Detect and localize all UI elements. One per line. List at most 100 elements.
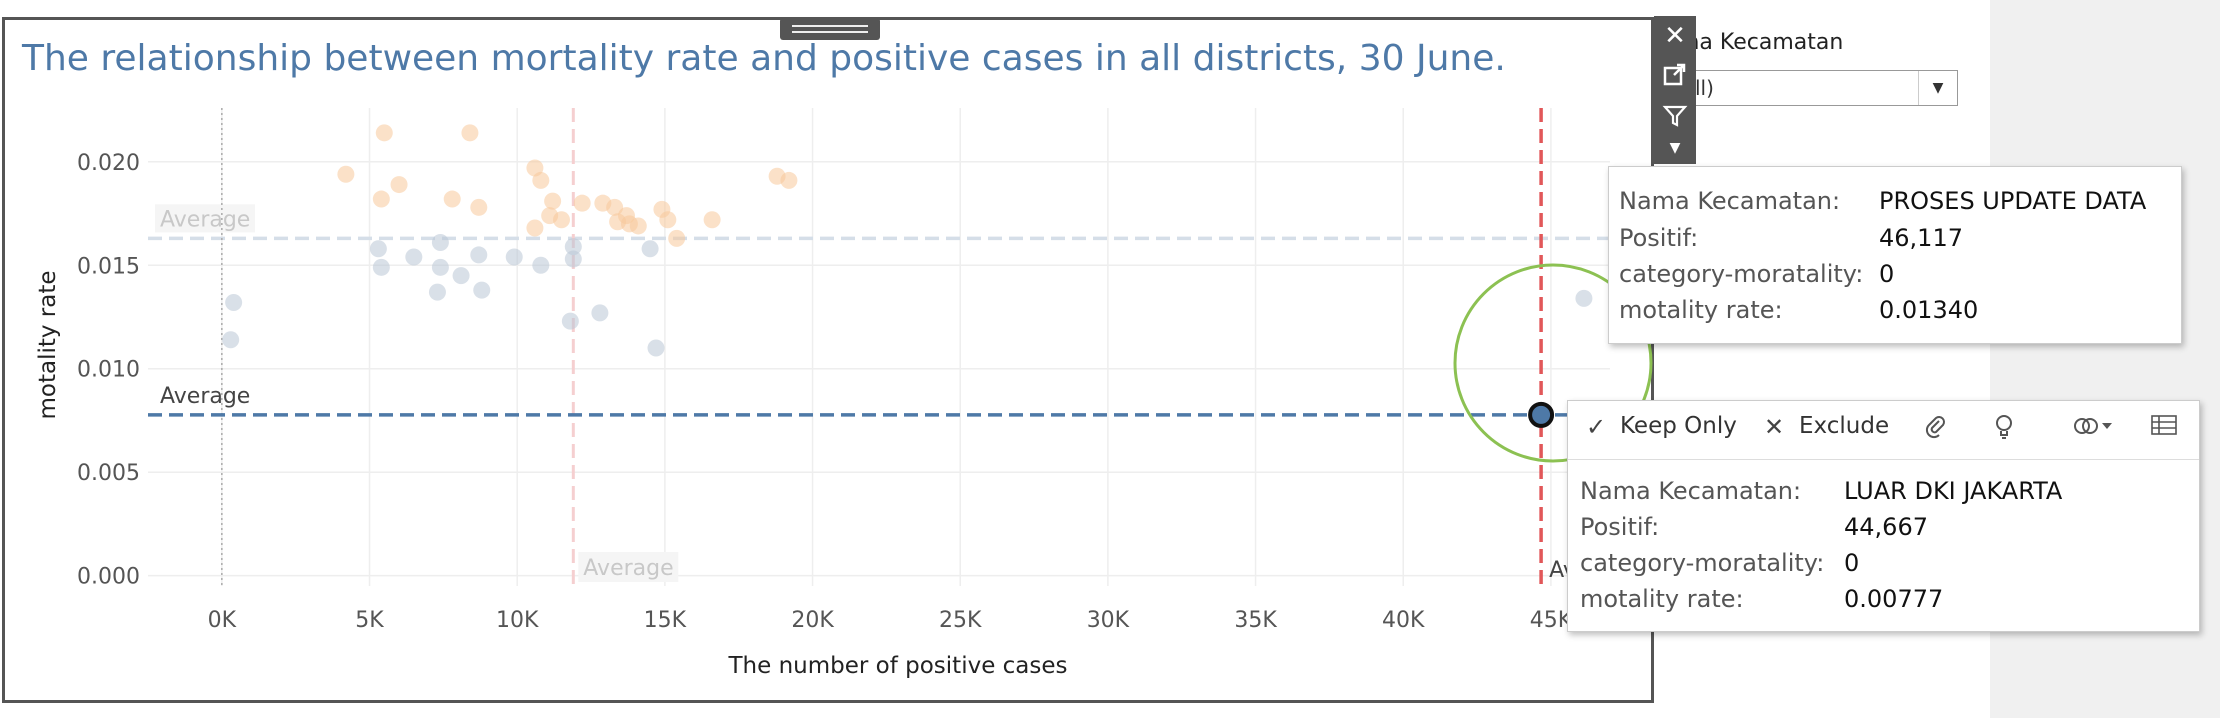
tooltip-key: Nama Kecamatan:	[1619, 187, 1841, 215]
x-tick-label: 20K	[791, 608, 834, 633]
tooltip-key: motality rate:	[1580, 585, 1744, 613]
filter-icon[interactable]	[1654, 96, 1696, 136]
data-point	[390, 176, 408, 194]
x-tick-label: 45K	[1530, 608, 1573, 633]
x-tick-label: 30K	[1087, 608, 1130, 633]
selected-data-point	[1528, 401, 1555, 428]
data-point	[470, 246, 488, 264]
tooltip-value: 0.01340	[1879, 296, 1979, 324]
reference-label: Average	[583, 556, 673, 581]
highlight-ring	[1453, 263, 1653, 463]
y-tick-label: 0.000	[77, 565, 140, 590]
y-axis-title: motality rate	[35, 270, 61, 419]
data-point	[222, 331, 240, 349]
tooltip-key: Nama Kecamatan:	[1580, 477, 1802, 505]
data-point	[452, 267, 470, 285]
data-point	[647, 339, 665, 357]
tooltip-value: LUAR DKI JAKARTA	[1844, 477, 2063, 505]
data-point	[443, 190, 461, 208]
view-data-icon[interactable]	[2150, 413, 2178, 443]
x-axis-title: The number of positive cases	[727, 653, 1067, 679]
chevron-down-icon[interactable]: ▼	[1918, 71, 1957, 105]
x-tick-label: 40K	[1382, 608, 1425, 633]
data-point	[470, 198, 488, 216]
data-point	[532, 256, 550, 274]
filter-select-value: ll)	[1695, 76, 1714, 100]
reference-label: Average	[160, 384, 250, 409]
data-point	[431, 234, 449, 252]
reference-label: Average	[160, 207, 250, 232]
data-point	[532, 171, 550, 189]
tooltip-value: PROSES UPDATE DATA	[1879, 187, 2147, 215]
data-point	[428, 283, 446, 301]
reference-label-bg	[578, 552, 679, 582]
tooltip-hover: Nama Kecamatan: PROSES UPDATE DATA Posit…	[1608, 166, 2182, 344]
tooltip-selection: ✓ Keep Only ✕ Exclude Nama Kecamatan: LU…	[1567, 400, 2200, 632]
data-point	[405, 248, 423, 266]
data-point	[337, 165, 355, 183]
popout-icon[interactable]	[1654, 54, 1696, 94]
y-tick-label: 0.015	[77, 254, 140, 279]
group-icon[interactable]	[2072, 413, 2116, 445]
drag-handle[interactable]	[780, 18, 880, 40]
x-tick-label: 35K	[1234, 608, 1277, 633]
lightbulb-icon[interactable]	[1993, 413, 2015, 447]
tooltip-value: 0.00777	[1844, 585, 1944, 613]
data-point	[564, 238, 582, 256]
plot-area	[148, 108, 1610, 586]
data-point	[668, 229, 686, 247]
x-tick-label: 15K	[644, 608, 687, 633]
x-tick-label: 25K	[939, 608, 982, 633]
data-point	[225, 294, 243, 312]
check-icon[interactable]: ✓	[1586, 413, 1607, 441]
y-tick-label: 0.010	[77, 358, 140, 383]
tooltip-value: 0	[1844, 549, 1860, 577]
tooltip-key: category-moratality:	[1580, 549, 1825, 577]
x-tick-label: 5K	[355, 608, 384, 633]
y-tick-label: 0.020	[77, 151, 140, 176]
exclude-button[interactable]: Exclude	[1799, 413, 1890, 439]
tooltip-value: 0	[1879, 260, 1895, 288]
exclude-icon[interactable]: ✕	[1764, 413, 1785, 441]
data-point	[431, 258, 449, 276]
data-point	[473, 281, 491, 299]
data-point	[461, 124, 479, 142]
data-point	[1575, 289, 1593, 307]
close-icon[interactable]: ✕	[1664, 21, 1686, 51]
data-point	[591, 304, 609, 322]
data-point	[564, 250, 582, 268]
action-bar: ✓ Keep Only ✕ Exclude	[1568, 401, 2199, 460]
paperclip-icon[interactable]	[1924, 413, 1946, 445]
data-point	[629, 217, 647, 235]
tooltip-key: Positif:	[1619, 224, 1699, 252]
tooltip-key: motality rate:	[1619, 296, 1783, 324]
tooltip-key: category-moratality:	[1619, 260, 1864, 288]
data-point	[505, 248, 523, 266]
data-point	[703, 211, 721, 229]
floating-toolbar: ✕ ▼	[1654, 16, 1696, 164]
data-point	[606, 198, 624, 216]
dropdown-arrow-icon[interactable]: ▼	[1669, 140, 1681, 156]
keep-only-button[interactable]: Keep Only	[1620, 413, 1737, 439]
x-tick-label: 0K	[208, 608, 237, 633]
data-point	[641, 240, 659, 258]
data-point	[659, 211, 677, 229]
y-tick-label: 0.005	[77, 461, 140, 486]
tooltip-value: 44,667	[1844, 513, 1928, 541]
data-point	[369, 240, 387, 258]
data-point	[372, 190, 390, 208]
filter-title: ma Kecamatan	[1678, 30, 1844, 55]
data-point	[780, 171, 798, 189]
data-point	[526, 219, 544, 237]
filter-select[interactable]: ll) ▼	[1690, 70, 1958, 106]
data-point	[372, 258, 390, 276]
chart-title: The relationship between mortality rate …	[22, 38, 1506, 79]
tooltip-value: 46,117	[1879, 224, 1963, 252]
tooltip-key: Positif:	[1580, 513, 1660, 541]
data-point	[544, 192, 562, 210]
data-point	[573, 194, 591, 212]
reference-label-bg	[155, 204, 255, 233]
data-point	[552, 211, 570, 229]
x-tick-label: 10K	[496, 608, 539, 633]
